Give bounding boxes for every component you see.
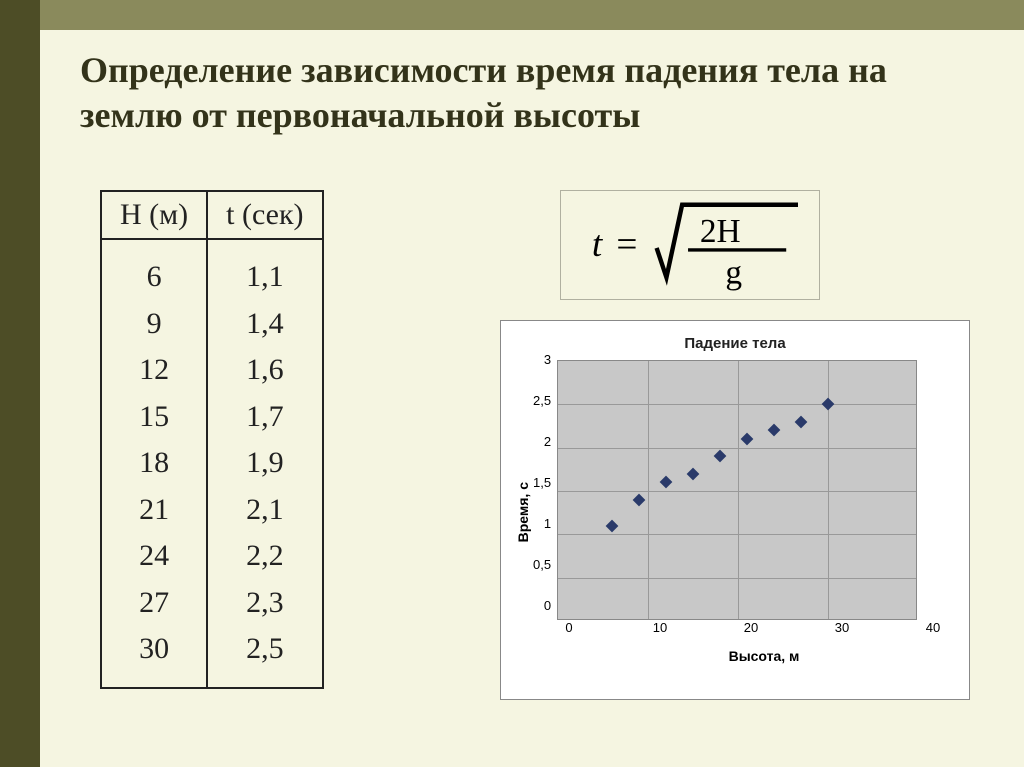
th-time: t (сек) [207, 191, 322, 239]
data-point [822, 398, 835, 411]
gridline-h [558, 534, 916, 535]
xtick-label: 20 [751, 620, 752, 638]
chart-xlabel: Высота, м [569, 648, 959, 664]
accent-bar-horizontal [0, 0, 1024, 30]
ytick-label: 1 [533, 517, 551, 531]
ytick-label: 3 [533, 353, 551, 367]
formula-denominator: g [725, 254, 742, 291]
data-point [660, 476, 673, 489]
data-point [795, 415, 808, 428]
xtick-label: 0 [569, 620, 570, 638]
ytick-label: 0,5 [533, 558, 551, 572]
xtick-label: 40 [933, 620, 934, 638]
cell-times: 1,11,41,61,71,92,12,22,32,5 [207, 239, 322, 688]
gridline-h [558, 491, 916, 492]
chart-title: Падение тела [511, 335, 959, 352]
xtick-label: 30 [842, 620, 843, 638]
gridline-v [648, 361, 649, 619]
equals-sign: = [616, 224, 637, 265]
slide: Определение зависимости время падения те… [0, 0, 1024, 767]
chart: Падение тела Время, с 3 2,5 2 1,5 1 0,5 0 0 10 2… [500, 320, 970, 700]
data-point [768, 424, 781, 437]
data-point [606, 519, 619, 532]
gridline-h [558, 578, 916, 579]
formula-numerator: 2H [700, 213, 741, 250]
data-table: H (м) t (сек) 6912151821242730 1,11,41,6… [100, 190, 324, 689]
cell-heights: 6912151821242730 [101, 239, 207, 688]
data-point [741, 433, 754, 446]
ytick-label: 0 [533, 599, 551, 613]
accent-bar-vertical [0, 0, 40, 767]
chart-ylabel: Время, с [511, 482, 533, 542]
gridline-h [558, 448, 916, 449]
ytick-label: 2 [533, 435, 551, 449]
table-header-row: H (м) t (сек) [101, 191, 323, 239]
chart-yticks: 3 2,5 2 1,5 1 0,5 0 [533, 353, 557, 613]
th-height: H (м) [101, 191, 207, 239]
data-point [633, 493, 646, 506]
formula: t = 2H g [560, 190, 820, 300]
xtick-label: 10 [660, 620, 661, 638]
ytick-label: 2,5 [533, 394, 551, 408]
chart-plot-area [557, 360, 917, 620]
table-row: 6912151821242730 1,11,41,61,71,92,12,22,… [101, 239, 323, 688]
gridline-v [738, 361, 739, 619]
ytick-label: 1,5 [533, 476, 551, 490]
data-point [687, 467, 700, 480]
slide-title: Определение зависимости время падения те… [80, 48, 960, 138]
gridline-h [558, 404, 916, 405]
chart-xticks: 010203040 [569, 620, 929, 638]
formula-lhs: t [592, 224, 604, 265]
data-point [714, 450, 727, 463]
